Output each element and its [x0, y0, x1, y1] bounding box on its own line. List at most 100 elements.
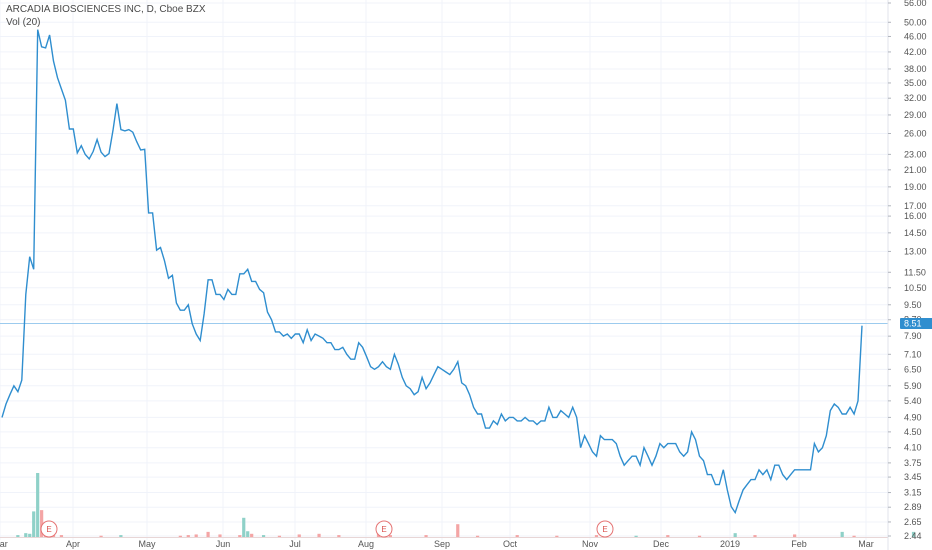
volume-bar	[424, 535, 428, 537]
x-tick-label: Feb	[791, 539, 807, 549]
volume-bar	[32, 511, 36, 537]
volume-bar	[36, 473, 40, 537]
y-tick-label: 32.00	[904, 93, 927, 103]
y-tick-label: 13.00	[904, 246, 927, 256]
y-tick-label: 21.00	[904, 165, 927, 175]
earnings-marker[interactable]	[375, 520, 393, 538]
volume-bar	[840, 531, 844, 537]
volume-bar	[40, 510, 44, 537]
volume-bar	[16, 535, 20, 537]
y-tick-label: 38.00	[904, 64, 927, 74]
y-tick-label: 35.00	[904, 78, 927, 88]
volume-bar	[99, 535, 103, 537]
volume-bar	[238, 535, 242, 537]
symbol-title: ARCADIA BIOSCIENCES INC, D, Cboe BZX	[6, 4, 206, 15]
y-tick-label: 3.15	[904, 488, 922, 498]
volume-bar	[28, 533, 32, 537]
volume-bar	[555, 535, 559, 537]
x-tick-label: Jul	[289, 539, 301, 549]
y-tick-label: 7.90	[904, 331, 922, 341]
volume-bar	[388, 535, 392, 537]
volume-bar	[475, 535, 480, 537]
volume-bar	[178, 535, 182, 537]
y-tick-label: 9.50	[904, 300, 922, 310]
y-tick-label: 2.44	[904, 531, 922, 541]
volume-bar	[206, 531, 210, 537]
x-tick-label: Mar	[858, 539, 874, 549]
y-tick-label: 26.00	[904, 129, 927, 139]
last-price-marker: 8.51	[900, 317, 932, 329]
volume-bar	[337, 535, 341, 537]
volume-bar	[911, 531, 916, 537]
y-tick-label: 56.00	[904, 0, 927, 8]
volume-bar	[317, 533, 321, 537]
volume-bar	[250, 533, 254, 537]
y-tick-label: 4.90	[904, 412, 922, 422]
volume-bar	[456, 524, 460, 537]
volume-bar	[277, 535, 282, 537]
y-tick-label: 50.00	[904, 17, 927, 27]
x-tick-label: 2019	[720, 539, 740, 549]
earnings-marker[interactable]	[596, 520, 614, 538]
x-tick-label: Jun	[216, 539, 231, 549]
volume-bar	[186, 535, 190, 537]
y-tick-label: 6.50	[904, 364, 922, 374]
grid	[0, 0, 888, 540]
volume-bar	[793, 534, 797, 537]
y-tick-label: 17.00	[904, 201, 927, 211]
x-tick-label: Sep	[434, 539, 450, 549]
volume-bar	[733, 533, 737, 537]
x-tick-label: Apr	[66, 539, 80, 549]
volume-bar	[119, 535, 123, 537]
x-tick-label: Aug	[358, 539, 374, 549]
volume-bar	[261, 535, 266, 537]
volume-bar	[852, 535, 856, 537]
x-tick-label: May	[138, 539, 156, 549]
y-tick-label: 2.89	[904, 502, 922, 512]
volume-bar	[218, 534, 222, 537]
earnings-marker-label: E	[381, 525, 386, 534]
y-tick-label: 5.90	[904, 381, 922, 391]
x-tick-label: Mar	[0, 539, 8, 549]
x-axis: Mar Apr May Jun Jul Aug Sep Oct Nov Dec 2019 Feb Mar	[0, 539, 874, 549]
y-tick-label: 42.00	[904, 47, 927, 57]
volume-bar	[246, 531, 250, 537]
volume-bar	[297, 534, 301, 537]
volume-bar	[697, 535, 702, 537]
volume-bar	[753, 535, 757, 537]
y-tick-label: 2.65	[904, 517, 922, 527]
y-axis: 56.00 50.00 46.00 42.00 38.00 35.00 32.00 29.00…	[887, 0, 927, 550]
y-tick-label: 11.50	[904, 267, 926, 277]
last-price-label: 8.51	[904, 318, 922, 328]
chart-legend: ARCADIA BIOSCIENCES INC, D, Cboe BZX Vol…	[6, 3, 206, 29]
y-tick-label: 10.50	[904, 283, 927, 293]
x-tick-label: Nov	[582, 539, 599, 549]
earnings-marker[interactable]	[40, 520, 58, 538]
price-line	[1, 29, 863, 515]
y-tick-label: 4.50	[904, 427, 922, 437]
earnings-marker-label: E	[46, 525, 51, 534]
y-tick-label: 46.00	[904, 31, 927, 41]
y-tick-label: 16.00	[904, 211, 927, 221]
volume-bar	[242, 517, 246, 537]
volume-bar	[59, 535, 64, 537]
volume-indicator-label: Vol (20)	[6, 17, 41, 28]
volume-bars	[0, 473, 916, 538]
x-tick-label: Oct	[503, 539, 518, 549]
y-tick-label: 7.10	[904, 349, 922, 359]
y-tick-label: 4.10	[904, 443, 922, 453]
y-tick-label: 23.00	[904, 149, 927, 159]
volume-bar	[24, 533, 28, 537]
x-tick-label: Dec	[653, 539, 670, 549]
y-tick-label: 14.50	[904, 228, 927, 238]
last-price-tag	[900, 317, 932, 329]
y-tick-label: 3.75	[904, 458, 922, 468]
earnings-marker-label: E	[602, 525, 607, 534]
y-tick-label: 29.00	[904, 110, 927, 120]
volume-bar	[666, 535, 670, 537]
volume-bar	[515, 535, 519, 537]
y-tick-label: 3.45	[904, 472, 922, 482]
y-tick-label: 19.00	[904, 182, 927, 192]
